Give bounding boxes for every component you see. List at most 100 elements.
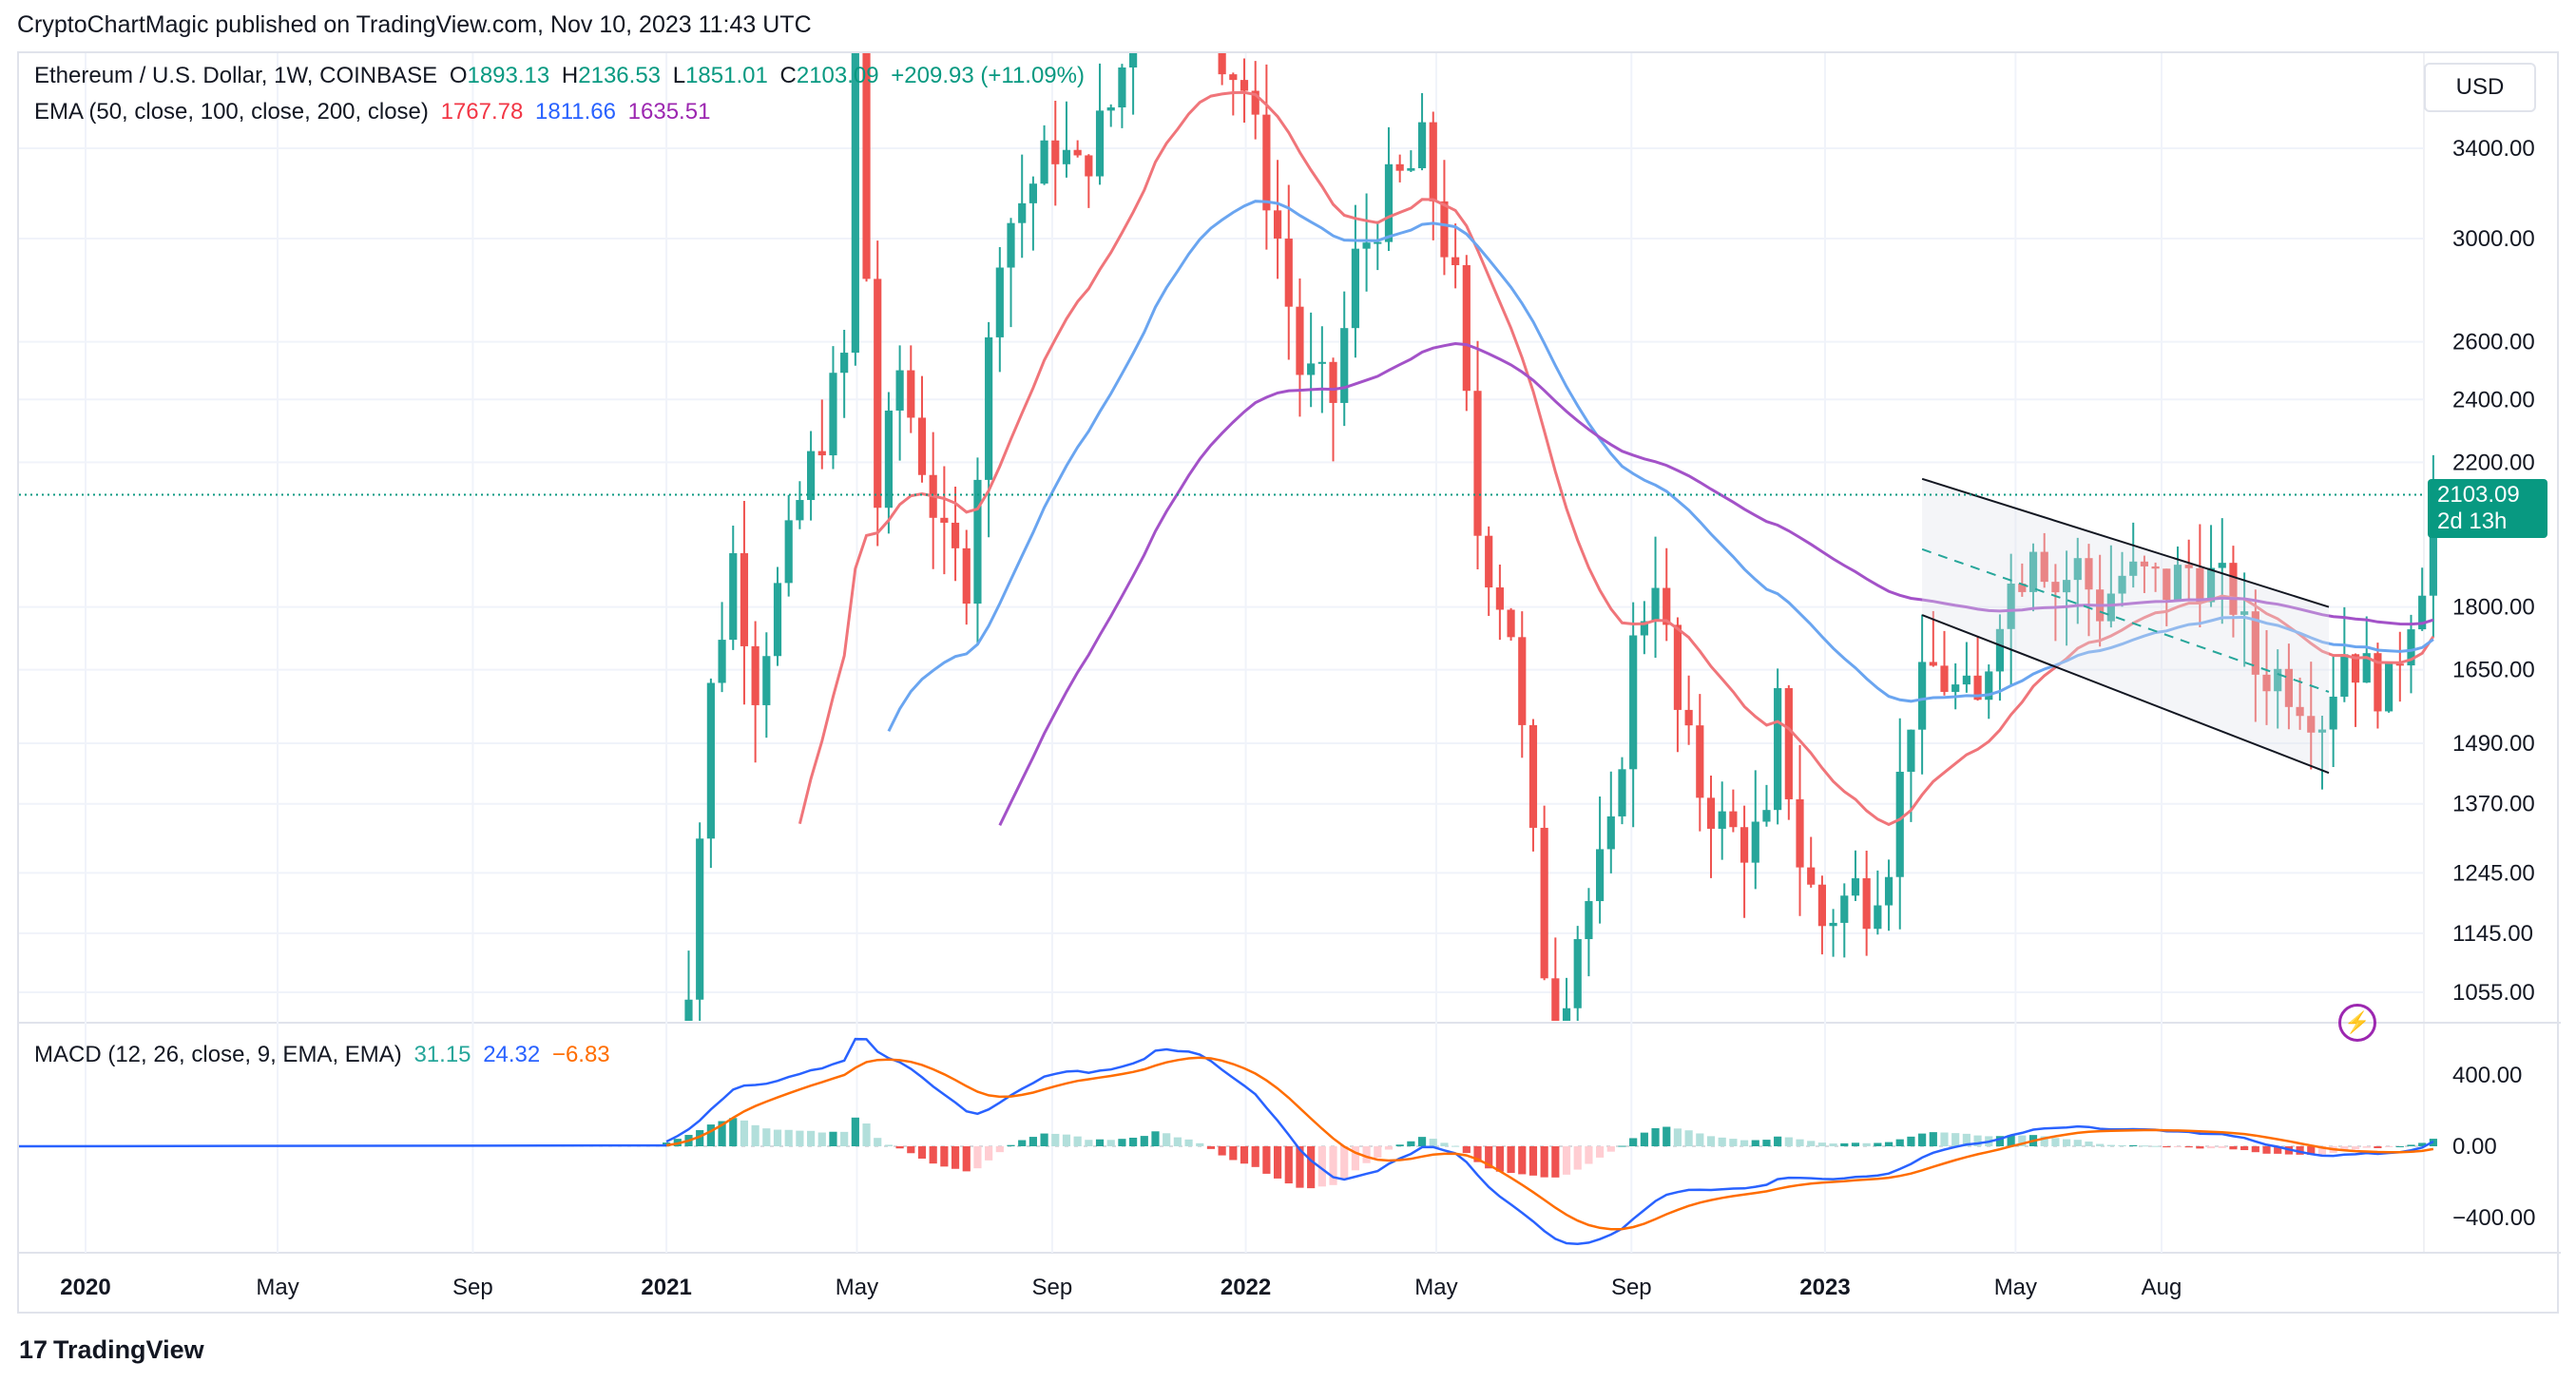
ema100-line (887, 200, 2434, 732)
candle-body (2163, 568, 2171, 601)
candle-body (2262, 674, 2271, 692)
macd-histogram-bar (1118, 1139, 1126, 1146)
macd-histogram-bar (2374, 1146, 2382, 1149)
candle-body (1284, 239, 1293, 307)
macd-histogram-bar (1062, 1134, 1071, 1146)
price-tick-label: 3400.00 (2452, 136, 2535, 162)
ema100-value: 1811.66 (535, 99, 616, 125)
macd-histogram-bar (1817, 1142, 1826, 1146)
candle-body (1129, 53, 1138, 68)
macd-histogram-bar (1518, 1146, 1527, 1175)
candle-body (2106, 593, 2115, 622)
macd-histogram-bar (1273, 1146, 1282, 1179)
candle-body (1829, 922, 1837, 927)
candle-body (862, 53, 871, 279)
countdown-text: 2d 13h (2437, 509, 2508, 534)
currency-button[interactable]: USD (2424, 63, 2536, 112)
close-value: 2103.09 (796, 63, 879, 88)
candle-body (1540, 827, 1548, 979)
candle-body (2206, 567, 2216, 603)
macd-histogram-bar (1462, 1146, 1471, 1154)
candle-body (762, 656, 771, 705)
ema-title[interactable]: EMA (50, close, 100, close, 200, close) (34, 99, 429, 125)
macd-histogram-bar (1106, 1140, 1115, 1146)
macd-histogram-bar (2407, 1144, 2415, 1146)
candle-body (1673, 624, 1682, 710)
macd-histogram-bar (2085, 1142, 2093, 1146)
time-tick-label: May (1994, 1275, 2037, 1300)
tradingview-logo[interactable]: 17 TradingView (19, 1335, 204, 1365)
macd-histogram-bar (1340, 1146, 1349, 1180)
candle-body (1018, 202, 1027, 223)
candle-body (729, 553, 738, 641)
time-tick-label: May (1414, 1275, 1457, 1300)
candle-body (696, 838, 704, 1000)
macd-histogram-bar (1485, 1146, 1493, 1169)
candle-body (829, 373, 837, 456)
candle-body (1940, 665, 1949, 692)
price-tick-label: 2400.00 (2452, 387, 2535, 413)
price-tick-label: 1145.00 (2452, 921, 2533, 947)
candle-body (1718, 811, 1726, 829)
macd-title[interactable]: MACD (12, 26, close, 9, EMA, EMA) (34, 1042, 402, 1067)
candle-body (1407, 167, 1415, 171)
candle-body (1462, 264, 1471, 392)
macd-histogram-bar (2296, 1146, 2304, 1155)
candle-body (2218, 563, 2226, 568)
chart-canvas[interactable]: 3400.00 3000.00 2600.00 2400.00 2200.00 1800.… (19, 53, 2561, 1315)
candle-body (1807, 867, 1816, 885)
macd-histogram-bar (1251, 1146, 1259, 1167)
macd-histogram-bar (1696, 1133, 1704, 1146)
candle-body (1518, 637, 1527, 725)
candle-body (1596, 849, 1605, 902)
macd-histogram-bar (1384, 1146, 1394, 1150)
macd-histogram-bar (1229, 1146, 1238, 1161)
macd-histogram-bar (2173, 1146, 2182, 1148)
macd-histogram-bar (917, 1146, 927, 1159)
lightning-icon[interactable]: ⚡ (2338, 1004, 2376, 1042)
open-label: O (449, 63, 468, 88)
macd-histogram-bar (1706, 1136, 1716, 1146)
candle-body (1962, 675, 1970, 685)
candle-body (1895, 771, 1904, 877)
macd-histogram-bar (706, 1124, 715, 1146)
macd-legend: MACD (12, 26, close, 9, EMA, EMA) 31.15 … (34, 1042, 616, 1068)
macd-histogram-bar (829, 1131, 837, 1146)
macd-histogram-bar (1429, 1139, 1437, 1146)
candle-body (995, 267, 1004, 337)
candle-body (895, 370, 904, 411)
macd-histogram-bar (1018, 1140, 1027, 1146)
candle-body (1985, 671, 1993, 701)
candle-body (2307, 716, 2316, 733)
candle-body (1995, 628, 2005, 672)
candle-body (1374, 241, 1382, 244)
time-tick-label: Aug (2142, 1275, 2182, 1300)
macd-histogram-bar (1329, 1146, 1337, 1185)
macd-histogram-bar (796, 1130, 804, 1146)
macd-histogram-bar (1562, 1146, 1571, 1175)
candle-body (1340, 328, 1349, 403)
macd-histogram-bar (2184, 1146, 2193, 1148)
macd-histogram-bar (1240, 1146, 1249, 1164)
price-tick-label: 1490.00 (2452, 731, 2535, 757)
macd-histogram-bar (851, 1117, 859, 1146)
candle-body (1551, 978, 1560, 1021)
macd-histogram-bar (1718, 1137, 1726, 1146)
macd-histogram-bar (1840, 1142, 1849, 1146)
macd-histogram-bar (2240, 1146, 2249, 1151)
symbol-name[interactable]: Ethereum / U.S. Dollar, 1W, COINBASE (34, 63, 438, 88)
macd-histogram-bar (2229, 1146, 2238, 1150)
macd-histogram-bar (729, 1118, 738, 1146)
candle-body (751, 645, 759, 705)
candle-body (806, 451, 816, 501)
candle-body (1362, 242, 1371, 249)
macd-histogram-bar (2262, 1146, 2271, 1154)
macd-histogram-bar (1573, 1146, 1582, 1170)
candle-body (2062, 580, 2071, 593)
macd-histogram-bar (940, 1146, 949, 1167)
candle-body (1073, 149, 1082, 156)
candle-body (1528, 724, 1538, 828)
macd-histogram-bar (1184, 1139, 1193, 1146)
candle-body (1229, 74, 1238, 81)
chart-frame[interactable]: 3400.00 3000.00 2600.00 2400.00 2200.00 1800.… (17, 51, 2561, 1315)
